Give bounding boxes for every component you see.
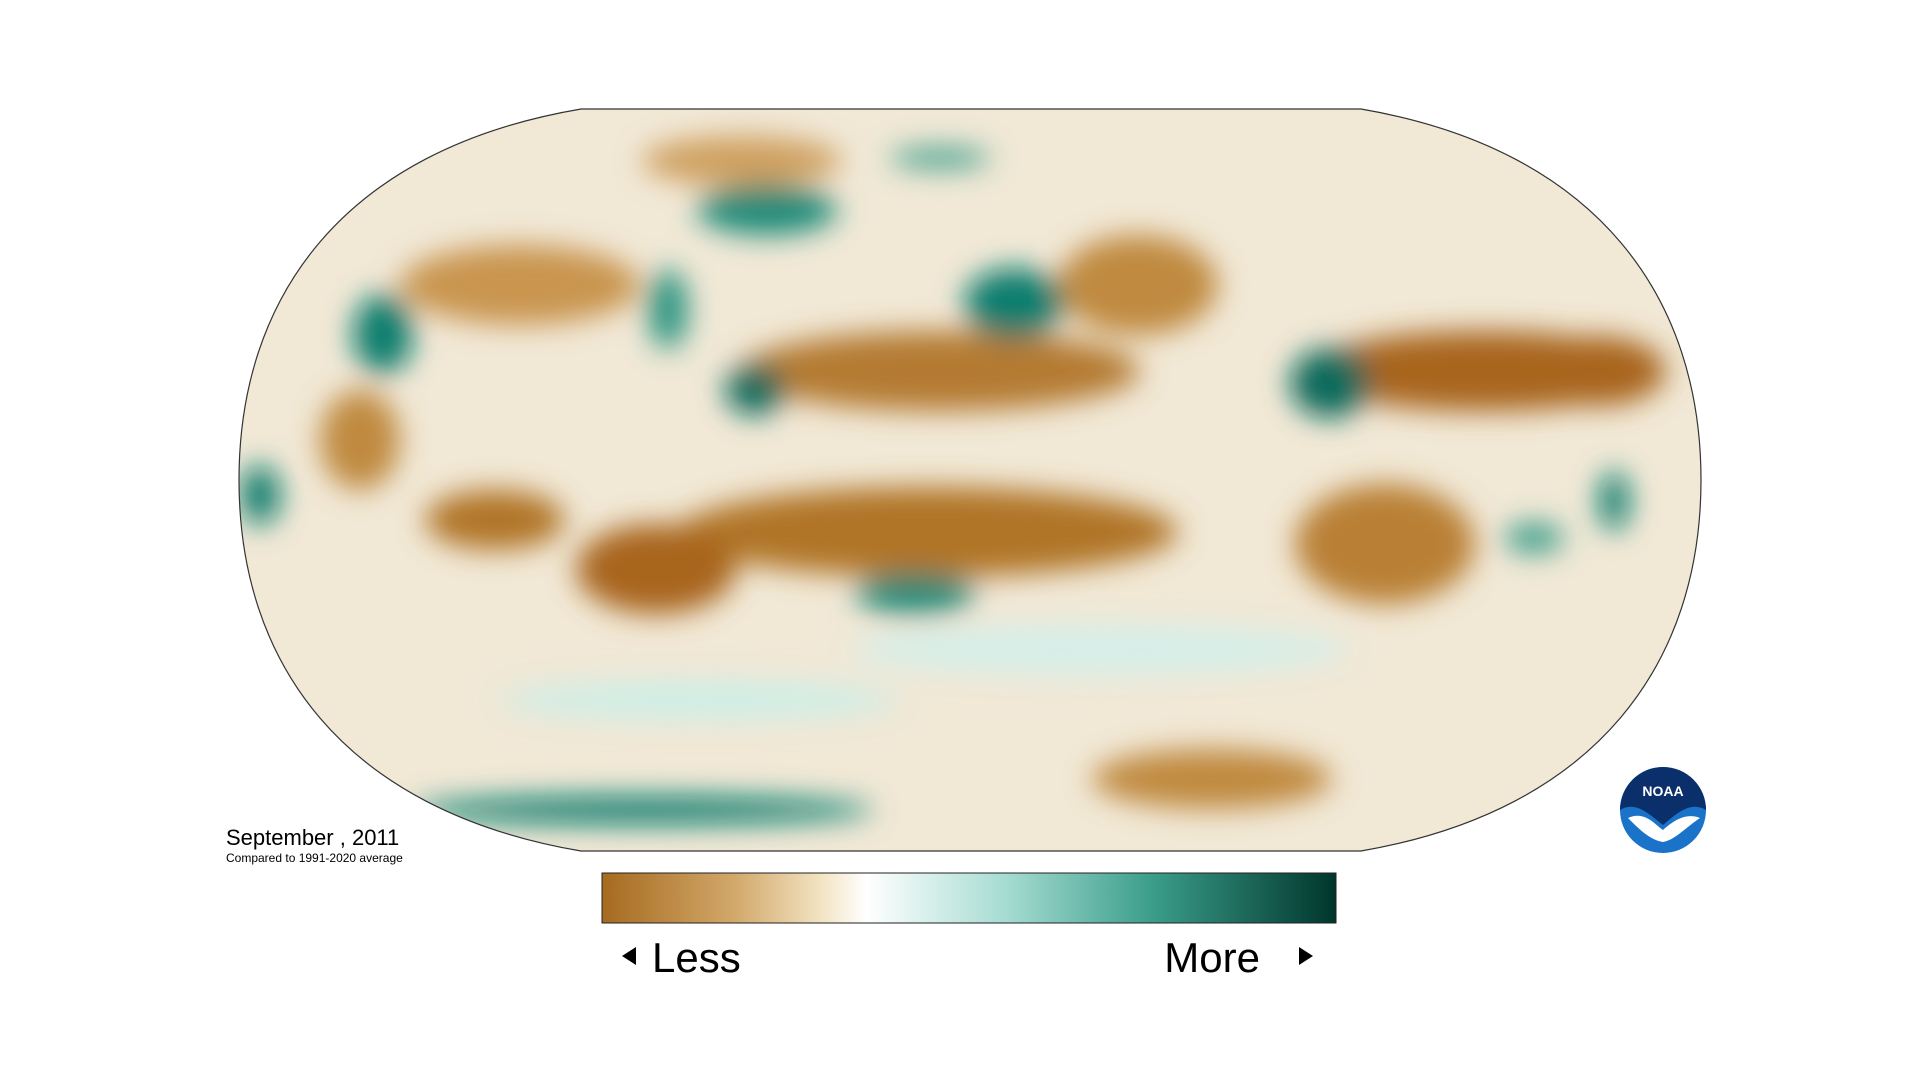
more-arrow: [1299, 947, 1313, 965]
legend-high-label: More: [1164, 934, 1260, 981]
noaa-logo: NOAA: [1620, 767, 1706, 853]
map-outline: [238, 108, 1702, 852]
map-subtitle: Compared to 1991-2020 average: [226, 851, 403, 865]
colorbar: [601, 872, 1337, 924]
legend-low-label: Less: [652, 934, 741, 981]
map-title: September , 2011: [226, 825, 399, 850]
less-arrow: [622, 947, 636, 965]
logo-text: NOAA: [1642, 783, 1683, 799]
anomaly-field: [239, 109, 1701, 851]
